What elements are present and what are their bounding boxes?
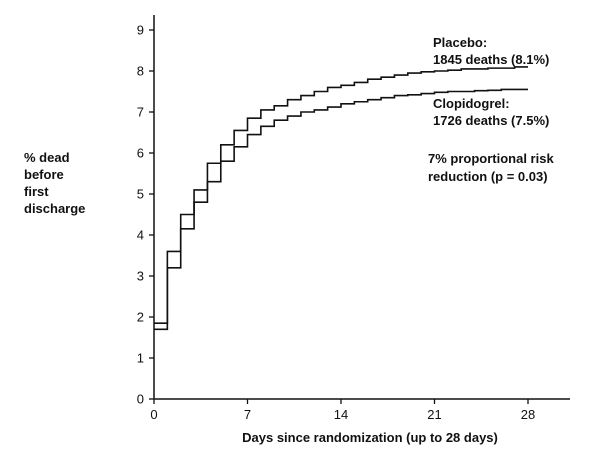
x-tick-label-21: 21 bbox=[427, 407, 441, 422]
annotation-1-line-1: 1726 deaths (7.5%) bbox=[433, 113, 549, 128]
x-tick-label-14: 14 bbox=[334, 407, 348, 422]
y-tick-label-5: 5 bbox=[137, 187, 144, 202]
annotation-2-line-0: 7% proportional risk bbox=[428, 151, 554, 166]
y-tick-label-7: 7 bbox=[137, 105, 144, 120]
y-tick-label-3: 3 bbox=[137, 269, 144, 284]
series-line-placebo bbox=[154, 66, 528, 324]
annotation-2-line-1: reduction (p = 0.03) bbox=[428, 169, 548, 184]
y-tick-label-1: 1 bbox=[137, 351, 144, 366]
annotation-0-line-1: 1845 deaths (8.1%) bbox=[433, 52, 549, 67]
y-axis-label-line-0: % dead bbox=[24, 150, 70, 165]
y-tick-label-4: 4 bbox=[137, 228, 144, 243]
annotation-0-line-0: Placebo: bbox=[433, 35, 487, 50]
y-axis-label-line-1: before bbox=[24, 167, 64, 182]
x-tick-label-7: 7 bbox=[244, 407, 251, 422]
y-axis-label-line-3: discharge bbox=[24, 201, 85, 216]
y-axis-label-line-2: first bbox=[24, 184, 49, 199]
y-tick-label-2: 2 bbox=[137, 310, 144, 325]
x-tick-label-28: 28 bbox=[521, 407, 535, 422]
x-tick-label-0: 0 bbox=[150, 407, 157, 422]
y-tick-label-6: 6 bbox=[137, 146, 144, 161]
y-tick-label-9: 9 bbox=[137, 23, 144, 38]
x-axis-label: Days since randomization (up to 28 days) bbox=[242, 430, 498, 445]
annotation-1-line-0: Clopidogrel: bbox=[433, 96, 510, 111]
y-tick-label-8: 8 bbox=[137, 64, 144, 79]
y-tick-label-0: 0 bbox=[137, 392, 144, 407]
series-line-clopidogrel bbox=[154, 88, 528, 331]
